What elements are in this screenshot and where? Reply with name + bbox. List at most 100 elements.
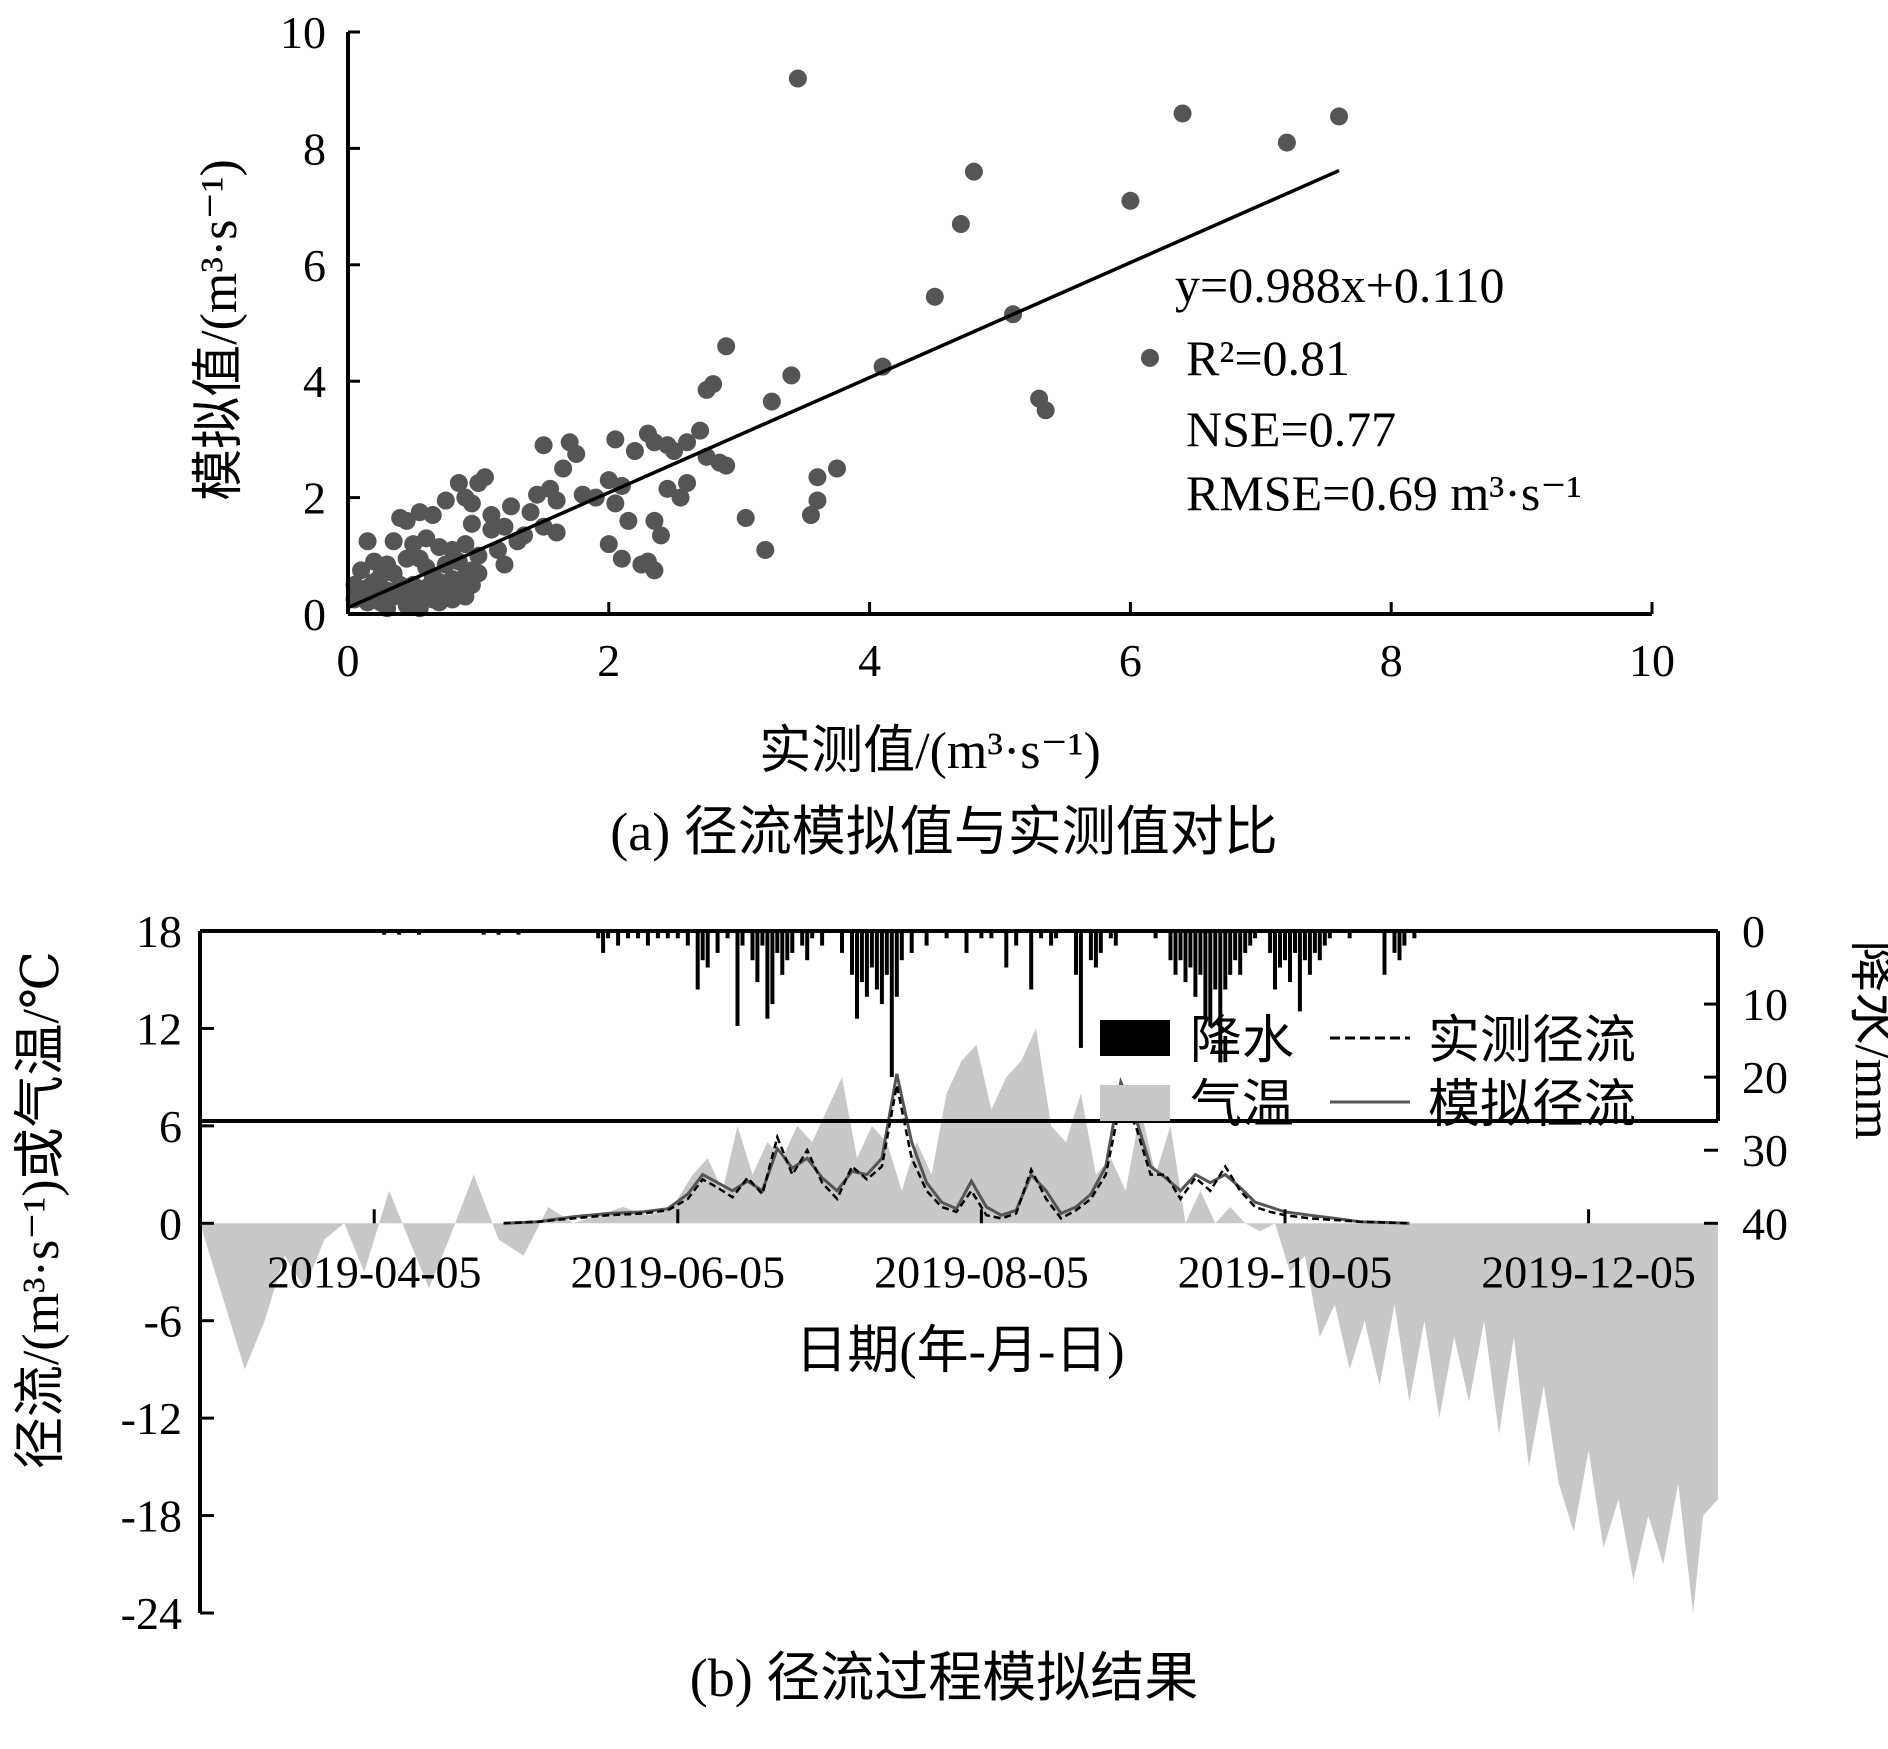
precip-bar — [1029, 931, 1034, 990]
precip-bar — [1093, 931, 1098, 968]
precip-bar — [894, 931, 899, 997]
precip-bar — [1297, 931, 1302, 1012]
date-tick-label: 2019-04-05 — [267, 1246, 482, 1297]
precip-bar — [636, 931, 640, 939]
x-tick-label: 0 — [337, 635, 360, 686]
precip-bar — [1392, 931, 1397, 953]
precip-bar — [1302, 931, 1307, 961]
scatter-point — [482, 506, 501, 525]
scatter-point — [456, 488, 475, 507]
scatter-point — [371, 567, 390, 586]
right-tick-label: 0 — [1742, 906, 1765, 957]
precip-bar — [1347, 931, 1352, 939]
precip-bar — [899, 931, 904, 961]
precip-bar — [1004, 931, 1009, 968]
precip-bar — [1223, 931, 1228, 990]
precip-bar — [740, 931, 745, 946]
precip-bar — [964, 931, 969, 953]
x-axis-label-b: 日期(年-月-日) — [795, 1323, 1124, 1380]
scatter-point — [651, 526, 670, 545]
scatter-point — [404, 535, 423, 554]
precip-bar — [705, 931, 710, 968]
precip-bar — [1054, 931, 1059, 939]
scatter-point — [645, 511, 664, 530]
right-tick-label: 40 — [1742, 1198, 1788, 1249]
legend-label-temp: 气温 — [1190, 1077, 1294, 1134]
precip-bar — [655, 931, 660, 939]
y-axis-label: 模拟值/(m³·s⁻¹) — [191, 159, 248, 501]
scatter-point — [756, 540, 775, 559]
precip-bar — [1078, 931, 1083, 1048]
scatter-point — [606, 494, 625, 513]
temperature-area — [200, 1028, 1718, 1613]
scatter-point — [1330, 107, 1349, 126]
y-tick-label: 6 — [303, 240, 326, 291]
fit-line — [347, 168, 1340, 610]
x-axis-label: 实测值/(m³·s⁻¹) — [759, 723, 1101, 780]
precip-bar — [755, 931, 760, 983]
scatter-point — [534, 436, 553, 455]
precip-bar — [864, 931, 869, 997]
precip-bar — [1278, 931, 1282, 968]
precip-bar — [1397, 931, 1402, 961]
y-tick-label: 4 — [303, 356, 326, 407]
scatter-point — [554, 459, 573, 478]
precip-bar — [785, 931, 790, 961]
scatter-point — [365, 552, 384, 571]
scatter-point — [951, 215, 970, 234]
scatter-point — [678, 433, 697, 452]
scatter-point — [528, 485, 547, 504]
precip-bar — [596, 931, 601, 939]
scatter-point — [671, 488, 690, 507]
x-tick-label: 6 — [1119, 635, 1142, 686]
precip-bar — [889, 931, 894, 1078]
precip-bar — [1293, 931, 1297, 953]
precip-bar — [616, 931, 621, 946]
legend-label-simulated: 模拟径流 — [1428, 1077, 1636, 1134]
precip-bar — [1203, 931, 1208, 1019]
precip-bar — [1228, 931, 1233, 975]
annotation-equation: y=0.988x+0.110 — [1175, 257, 1505, 313]
y-tick-label: 10 — [280, 7, 326, 58]
precip-bar — [1402, 931, 1407, 946]
annotation-nse: NSE=0.77 — [1186, 401, 1396, 457]
scatter-point — [606, 430, 625, 449]
scatter-point — [508, 532, 527, 551]
scatter-point — [1173, 104, 1192, 123]
x-tick-label: 10 — [1629, 635, 1675, 686]
scatter-point — [547, 523, 566, 542]
precip-bar — [700, 931, 705, 961]
precip-bar — [675, 931, 680, 939]
precip-bar — [1273, 931, 1277, 990]
scatter-point — [638, 424, 657, 443]
precip-bar — [760, 931, 765, 946]
annotation-rmse: RMSE=0.69 m³·s⁻¹ — [1186, 465, 1582, 521]
scatter-point — [612, 549, 631, 568]
precip-bar — [1014, 931, 1019, 946]
scatter-point — [801, 506, 820, 525]
precip-bar — [924, 931, 929, 946]
scatter-point — [521, 503, 540, 522]
precip-bar — [855, 931, 859, 1019]
precip-bar — [874, 931, 879, 990]
scatter-panel: 0 2 4 6 8 10 0 2 4 6 8 10 实测值/(m³·s⁻¹) 模拟值/(m³·s⁻¹)… — [191, 7, 1675, 862]
date-tick-label: 2019-06-05 — [570, 1246, 785, 1297]
axis-ticks: 0 2 4 6 8 10 0 2 4 6 8 10 — [280, 7, 1675, 686]
scatter-point — [599, 471, 618, 490]
precip-bar — [1183, 931, 1188, 983]
scatter-point — [599, 535, 618, 554]
precip-bar — [626, 931, 630, 939]
timeseries-panel: 18 12 6 0 -6 -12 -18 -24 0 10 20 30 40 2019-04-05 2019… — [13, 906, 1888, 1708]
precip-bar — [765, 931, 770, 1019]
precip-bar — [1039, 931, 1044, 939]
precip-bar — [1208, 931, 1213, 1026]
precip-bar — [810, 931, 815, 939]
precip-bar — [944, 931, 949, 939]
scatter-point — [423, 578, 442, 597]
precip-bar — [735, 931, 740, 1026]
y-tick-label: 2 — [303, 473, 326, 524]
scatter-point — [625, 442, 644, 461]
precip-bar — [879, 931, 884, 1005]
precip-bar — [869, 931, 874, 968]
